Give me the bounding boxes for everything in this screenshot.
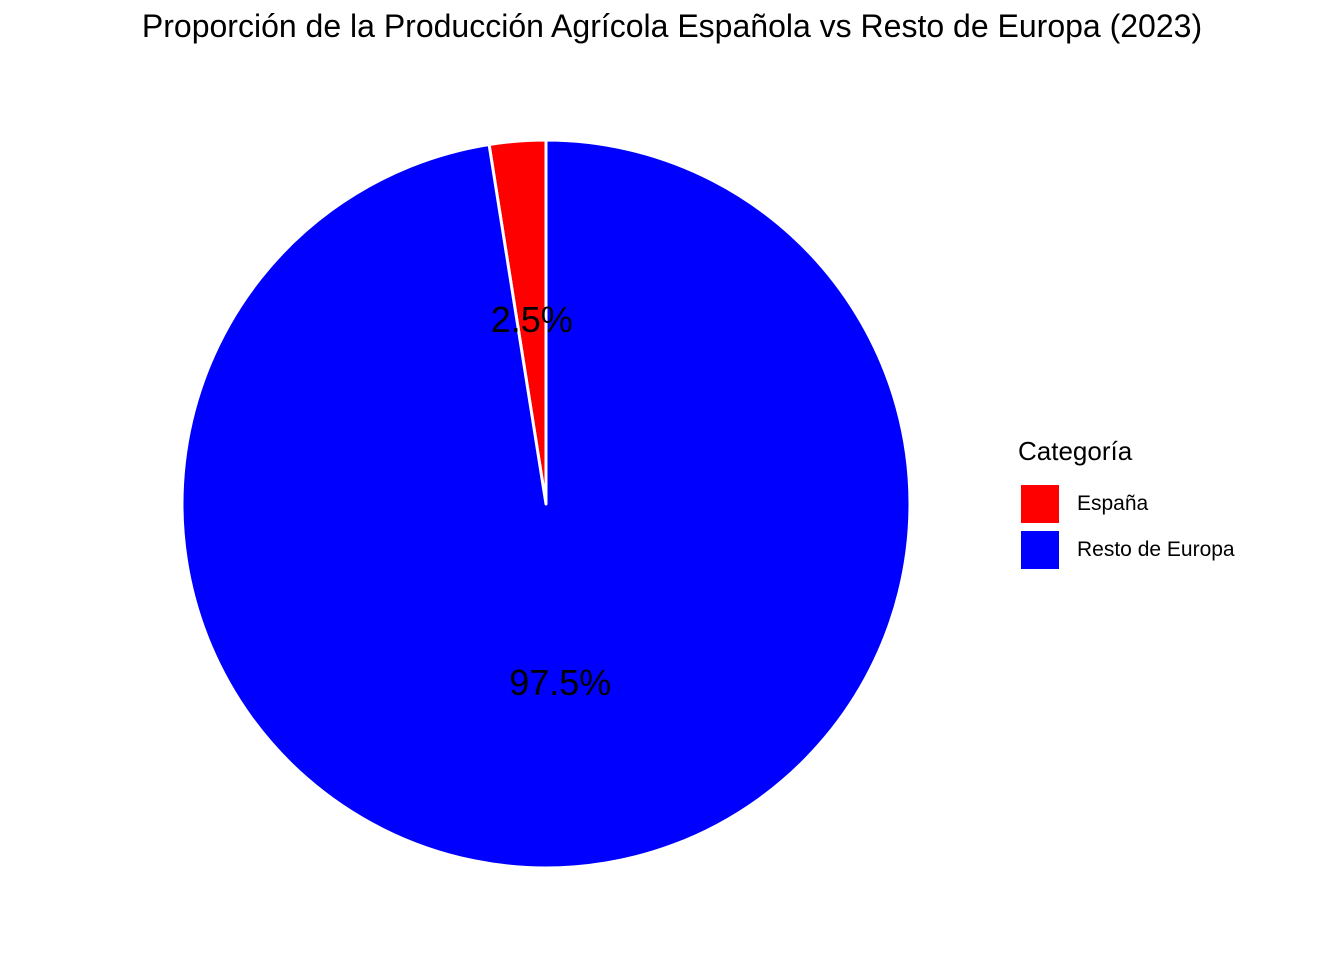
pie-slice-resto-de-europa bbox=[180, 138, 912, 870]
slice-label-resto-de-europa: 97.5% bbox=[509, 662, 611, 703]
slice-label-espana: 2.5% bbox=[491, 299, 573, 340]
legend-swatch-resto-de-europa bbox=[1021, 531, 1059, 569]
legend: Categoría España Resto de Europa bbox=[1018, 436, 1235, 573]
legend-label-resto-de-europa: Resto de Europa bbox=[1077, 538, 1235, 561]
legend-item-resto-de-europa: Resto de Europa bbox=[1018, 527, 1235, 573]
legend-item-espana: España bbox=[1018, 481, 1235, 527]
legend-swatch-espana bbox=[1021, 485, 1059, 523]
chart-title: Proporción de la Producción Agrícola Esp… bbox=[141, 8, 1203, 44]
legend-label-espana: España bbox=[1077, 492, 1149, 515]
legend-title: Categoría bbox=[1018, 436, 1133, 466]
